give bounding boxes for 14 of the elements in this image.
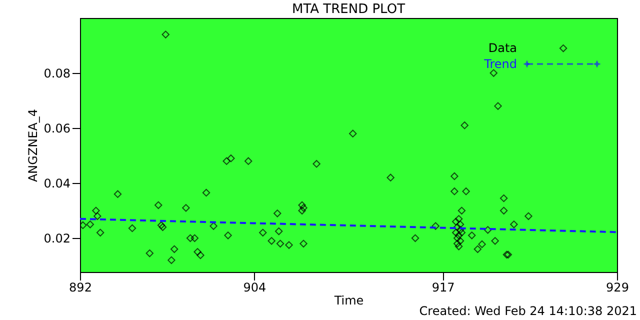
x-tick-label: 929 — [606, 280, 629, 294]
x-tick-label: 917 — [432, 280, 455, 294]
x-tick-label: 892 — [69, 280, 92, 294]
chart-title: MTA TREND PLOT — [292, 2, 406, 17]
y-tick-label: 0.06 — [44, 122, 70, 136]
y-tick-label: 0.02 — [44, 232, 70, 246]
series-label: Data — [488, 41, 517, 55]
y-tick-label: 0.08 — [44, 66, 70, 81]
text: Created: Wed Feb 24 14:10:38 2021 — [419, 304, 637, 318]
y-axis-title: ANGZNEA_4 — [26, 108, 40, 182]
x-tick-label: 904 — [243, 280, 266, 294]
y-tick-label: 0.04 — [44, 176, 70, 191]
legend-label: Trend — [483, 57, 517, 71]
x-axis-title: Time — [333, 294, 364, 308]
